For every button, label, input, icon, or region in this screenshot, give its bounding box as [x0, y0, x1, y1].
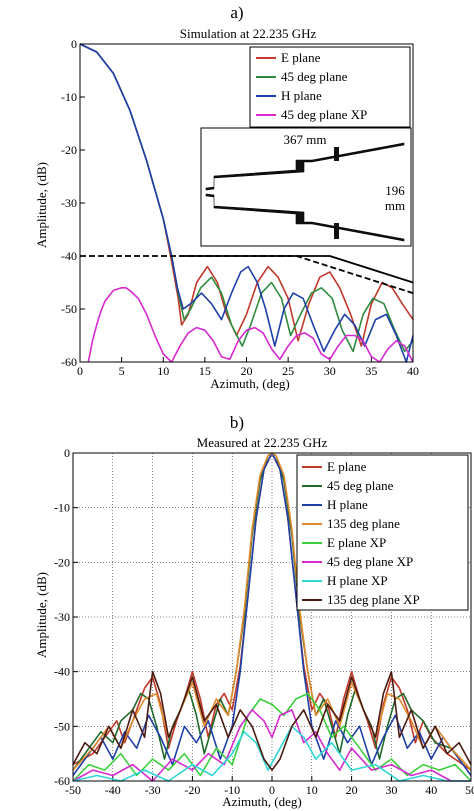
- chart-a-legend-label: E plane: [281, 50, 321, 65]
- chart-a-ytick-label: -30: [61, 196, 77, 210]
- chart-b-legend-label: E plane XP: [327, 535, 386, 550]
- chart-b-xtick-label: -20: [184, 783, 200, 797]
- chart-b-ylabel: Amplitude, (dB): [34, 572, 49, 658]
- chart-b-series-line-4: [72, 692, 472, 782]
- chart-b-ytick-label: -10: [54, 501, 70, 515]
- chart-a-series-line-4: [80, 255, 414, 294]
- chart-a-legend-label: 45 deg plane: [281, 69, 348, 84]
- chart-a-xtick-label: 30: [324, 364, 336, 378]
- chart-b-plot-frame: [72, 452, 472, 782]
- antenna-horn-profile-upper: [205, 142, 405, 191]
- chart-a-xtick-label: 35: [365, 364, 377, 378]
- chart-b-ytick-label: -20: [54, 555, 70, 569]
- chart-b-legend-box: [296, 454, 469, 611]
- chart-b-title: Measured at 22.235 GHz: [197, 435, 328, 450]
- chart-b-xtick-label: 10: [306, 783, 318, 797]
- chart-a-xtick-label: 25: [282, 364, 294, 378]
- chart-a-legend-box: [249, 46, 411, 128]
- chart-a-series-group: [79, 43, 414, 363]
- chart-a-ticks: 0 5 10 15 20 25 30 35 40 0 -10 -20 -30 -40 -50 -60: [61, 37, 419, 378]
- chart-b-legend-label: 45 deg plane XP: [327, 554, 413, 569]
- chart-a-plot-frame: [79, 43, 414, 363]
- chart-a-xtick-label: 15: [199, 364, 211, 378]
- chart-a-legend-label: 45 deg plane XP: [281, 107, 367, 122]
- chart-a-title: Simulation at 22.235 GHz: [180, 26, 317, 41]
- chart-b-xtick-label: -30: [145, 783, 161, 797]
- chart-a-ytick-label: -10: [61, 90, 77, 104]
- chart-b-xtick-label: -10: [224, 783, 240, 797]
- chart-a-ytick-label: -60: [61, 355, 77, 369]
- chart-a-ytick-label: -40: [61, 249, 77, 263]
- chart-a-legend: E plane 45 deg plane H plane 45 deg plane X…: [249, 46, 411, 128]
- chart-b-legend-label: 45 deg plane: [327, 478, 394, 493]
- chart-b-ytick-label: -50: [54, 719, 70, 733]
- chart-a-xtick-label: 10: [157, 364, 169, 378]
- chart-a-xlabel: Azimuth, (deg): [210, 376, 289, 391]
- chart-a-xtick-label: 5: [119, 364, 125, 378]
- chart-b-legend-label: E plane: [327, 459, 367, 474]
- chart-a-xtick-label: 20: [241, 364, 253, 378]
- panel-b-label: b): [230, 413, 244, 432]
- chart-b-xtick-label: -50: [65, 783, 81, 797]
- panel-a-label: a): [230, 3, 243, 22]
- antenna-diameter-label: 196: [385, 183, 405, 198]
- chart-b-series-line-5: [72, 709, 471, 782]
- chart-b-legend-label: H plane XP: [327, 573, 388, 588]
- chart-b-ytick-label: -60: [54, 774, 70, 788]
- chart-b-xtick-label: 30: [385, 783, 397, 797]
- antenna-horn-profile-lower: [205, 193, 405, 242]
- chart-b-xtick-label: 20: [346, 783, 358, 797]
- chart-b-series-line-6: [72, 725, 471, 782]
- chart-b-xlabel: Azimuth, (deg): [222, 794, 301, 809]
- chart-b-ytick-label: -40: [54, 665, 70, 679]
- chart-b-ticks: -50 -40 -30 -20 -10 0 10 20 30 40 50 0 -10 -20 -30 -40 -…: [54, 446, 474, 797]
- chart-b-series-line-7: [72, 670, 472, 771]
- chart-a-ylabel: Amplitude, (dB): [34, 162, 49, 248]
- antenna-inset: 367 mm 196 mm: [200, 127, 412, 247]
- chart-a-series-line-3: [87, 286, 414, 363]
- chart-a-ytick-label: 0: [71, 37, 77, 51]
- chart-b-xtick-label: -40: [105, 783, 121, 797]
- chart-b-xtick-label: 0: [269, 783, 275, 797]
- chart-a-xtick-label: 0: [77, 364, 83, 378]
- chart-b-ytick-label: -30: [54, 610, 70, 624]
- chart-a-series-line-5: [179, 255, 414, 284]
- antenna-length-label: 367 mm: [284, 132, 327, 147]
- chart-b-legend-label: H plane: [327, 497, 368, 512]
- antenna-flange-upper: [334, 147, 339, 161]
- antenna-inset-frame: [200, 127, 412, 247]
- chart-a-ytick-label: -50: [61, 302, 77, 316]
- chart-b-xtick-label: 50: [465, 783, 474, 797]
- chart-panel-b: b) Measured at 22.235 GHz Amplitude, (dB…: [34, 413, 474, 809]
- chart-panel-a: a) Simulation at 22.235 GHz Amplitude, (…: [34, 3, 419, 391]
- chart-a-xtick-label: 40: [407, 364, 419, 378]
- chart-b-legend-label: 135 deg plane: [327, 516, 400, 531]
- chart-b-legend-label: 135 deg plane XP: [327, 592, 420, 607]
- chart-b-xtick-label: 40: [425, 783, 437, 797]
- antenna-flange-lower: [334, 223, 339, 239]
- chart-b-ytick-label: 0: [64, 446, 70, 460]
- chart-a-ytick-label: -20: [61, 143, 77, 157]
- chart-a-legend-label: H plane: [281, 88, 322, 103]
- chart-b-legend: E plane 45 deg plane H plane 135 deg plane E…: [296, 454, 469, 611]
- antenna-diameter-unit: mm: [385, 198, 405, 213]
